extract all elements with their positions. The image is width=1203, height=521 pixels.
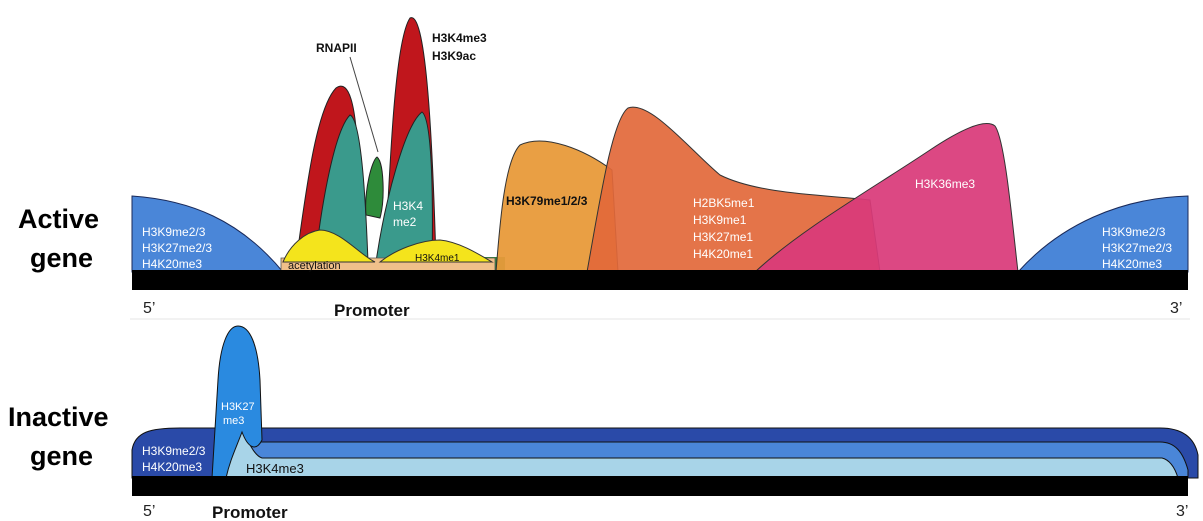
h3k4me2-right-peak <box>375 111 433 263</box>
inactive-left-mark-2: H4K20me3 <box>142 460 202 474</box>
active-right-mark-2: H3K27me2/3 <box>1102 241 1172 255</box>
inactive-promoter-label: Promoter <box>212 503 288 521</box>
active-mid-mark-2: H3K9me1 <box>693 213 747 227</box>
h3k4me2-left-peak <box>314 114 369 263</box>
h3k27me3-label-line2: me3 <box>223 415 244 427</box>
active-mid-mark-1: H2BK5me1 <box>693 196 755 210</box>
active-right-heterochromatin-shape <box>1016 195 1189 273</box>
rnapii-shape <box>365 156 384 219</box>
inactive-five-prime-label: 5’ <box>143 503 155 520</box>
active-gene-label-line2: gene <box>30 243 93 273</box>
acetylation-label: acetylation <box>288 260 341 272</box>
h3k4me3-label: H3K4me3 <box>432 31 487 45</box>
active-dna-bar <box>132 270 1188 290</box>
inactive-three-prime-label: 3’ <box>1176 503 1188 520</box>
active-left-mark-2: H3K27me2/3 <box>142 241 212 255</box>
inactive-gene-label-line1: Inactive <box>8 402 109 432</box>
h3k79-label: H3K79me1/2/3 <box>506 194 588 208</box>
h3k4me2-label-line2: me2 <box>393 215 417 229</box>
active-mid-mark-3: H3K27me1 <box>693 230 753 244</box>
inactive-gene-label-line2: gene <box>30 441 93 471</box>
acetylation-yellow-shape <box>282 229 376 263</box>
active-five-prime-label: 5’ <box>143 300 155 317</box>
active-three-prime-label: 3’ <box>1170 300 1182 317</box>
active-gene-label-line1: Active <box>18 204 99 234</box>
active-left-mark-3: H4K20me3 <box>142 257 202 271</box>
active-left-mark-1: H3K9me2/3 <box>142 225 206 239</box>
rnapii-label: RNAPII <box>316 41 357 55</box>
inactive-gene-panel: Inactive gene 5’ 3’ Promoter H3K27 me3 H… <box>8 325 1199 521</box>
h3k79-shape <box>495 140 619 273</box>
inactive-h3k4me3-label: H3K4me3 <box>246 461 304 476</box>
h3k27me3-peak <box>211 325 263 479</box>
h3k4me1-label: H3K4me1 <box>415 253 460 264</box>
active-promoter-label: Promoter <box>334 301 410 320</box>
h3k36me3-label: H3K36me3 <box>915 177 975 191</box>
h3k36me3-shape <box>753 123 1019 273</box>
active-right-mark-3: H4K20me3 <box>1102 257 1162 271</box>
h3k27me3-label-line1: H3K27 <box>221 401 255 413</box>
inactive-left-mark-1: H3K9me2/3 <box>142 444 206 458</box>
rnapii-pointer-line <box>349 56 379 153</box>
active-gene-panel: Active gene 5’ 3’ Promoter RNAPII H3K4me… <box>18 17 1189 320</box>
h3k9ac-label: H3K9ac <box>432 49 476 63</box>
inactive-dna-bar <box>132 476 1188 496</box>
h3k4me1-yellow-shape <box>378 239 494 263</box>
h3k4me2-label-line1: H3K4 <box>393 199 423 213</box>
active-right-mark-1: H3K9me2/3 <box>1102 225 1166 239</box>
active-mid-mark-4: H4K20me1 <box>693 247 753 261</box>
active-left-heterochromatin-shape <box>131 195 285 273</box>
